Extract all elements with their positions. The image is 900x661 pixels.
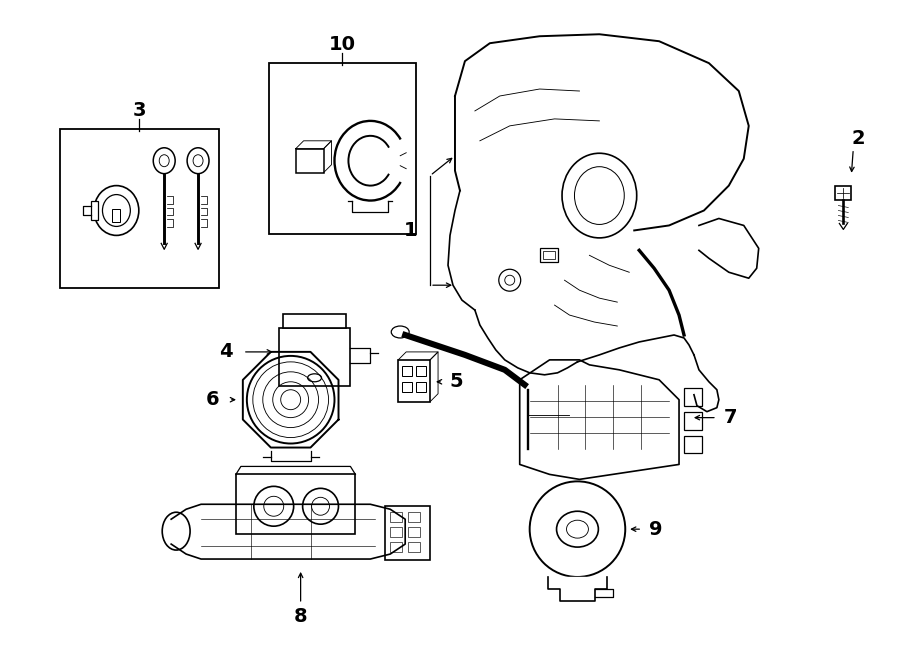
Ellipse shape xyxy=(94,186,139,235)
Bar xyxy=(279,328,350,386)
Bar xyxy=(296,149,323,173)
Bar xyxy=(112,208,121,223)
Bar xyxy=(409,542,420,552)
Text: 2: 2 xyxy=(851,130,865,148)
Bar xyxy=(385,506,430,560)
Circle shape xyxy=(530,481,626,577)
Bar xyxy=(684,388,702,406)
Ellipse shape xyxy=(187,148,209,174)
Bar xyxy=(416,382,426,392)
Bar xyxy=(684,436,702,453)
Bar xyxy=(398,360,430,402)
Polygon shape xyxy=(547,577,608,601)
Bar xyxy=(391,512,402,522)
Bar xyxy=(409,527,420,537)
Bar xyxy=(416,366,426,376)
Bar xyxy=(91,200,98,221)
Bar xyxy=(402,366,412,376)
Bar xyxy=(684,412,702,430)
Text: 6: 6 xyxy=(206,390,220,409)
Bar xyxy=(402,382,412,392)
Bar xyxy=(540,249,557,262)
Text: 10: 10 xyxy=(329,35,356,54)
Bar xyxy=(543,251,554,259)
Bar xyxy=(236,475,356,534)
Ellipse shape xyxy=(162,512,190,550)
Text: 4: 4 xyxy=(219,342,233,362)
Text: 8: 8 xyxy=(293,607,308,626)
Text: 9: 9 xyxy=(650,520,663,539)
Bar xyxy=(391,527,402,537)
Bar xyxy=(391,542,402,552)
Text: 5: 5 xyxy=(449,372,463,391)
Bar xyxy=(269,63,416,235)
Bar xyxy=(283,314,346,328)
Text: 3: 3 xyxy=(132,101,146,120)
Polygon shape xyxy=(171,504,405,559)
Polygon shape xyxy=(519,360,679,479)
Text: 1: 1 xyxy=(403,221,417,240)
Bar xyxy=(835,186,851,200)
Bar xyxy=(59,129,219,288)
Bar xyxy=(409,512,420,522)
Ellipse shape xyxy=(392,326,410,338)
Text: 7: 7 xyxy=(724,408,738,427)
Ellipse shape xyxy=(153,148,176,174)
